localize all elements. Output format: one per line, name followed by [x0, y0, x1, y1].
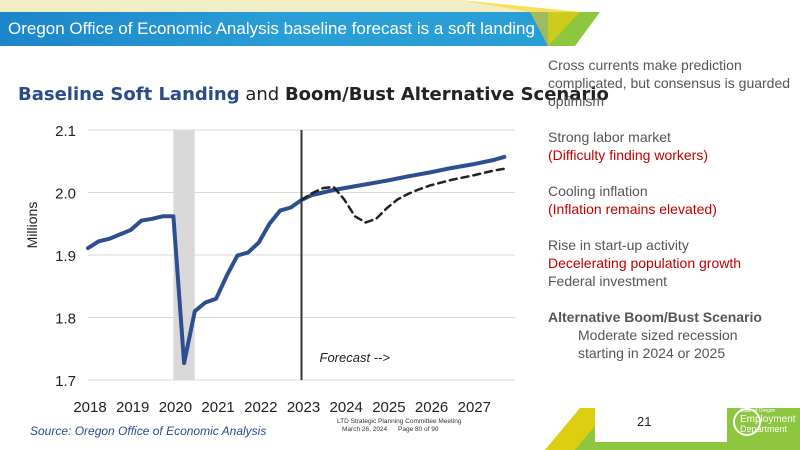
series-line-alternative [300, 167, 506, 224]
x-tick-label: 2025 [372, 399, 405, 416]
banner-decoration [0, 0, 600, 46]
y-tick-label: 2.1 [55, 123, 76, 140]
forecast-label: Forecast --> [320, 350, 391, 365]
y-tick-label: 1.9 [55, 248, 76, 265]
x-tick-label: 2020 [159, 399, 192, 416]
x-tick-label: 2024 [330, 399, 363, 416]
employment-chart: 1.7 1.8 1.9 2.0 2.1 2018 2019 2020 2021 2022 2023 2… [24, 123, 515, 416]
slide-title: Oregon Office of Economic Analysis basel… [8, 19, 535, 38]
notes-panel: Cross currents make prediction complicat… [548, 56, 793, 380]
x-tick-label: 2026 [415, 399, 448, 416]
logo-line1: State of Oregon [740, 408, 776, 414]
note-labor-main: Strong labor market [548, 129, 671, 145]
note-inflation: Cooling inflation (Inflation remains ele… [548, 182, 793, 218]
y-tick-label: 1.7 [55, 373, 76, 390]
source-note: Source: Oregon Office of Economic Analys… [30, 424, 267, 438]
note-startups: Rise in start-up activity Decelerating p… [548, 236, 793, 290]
x-tick-label: 2027 [458, 399, 491, 416]
x-tick-label: 2021 [201, 399, 234, 416]
title-banner [0, 12, 548, 46]
logo-line2: Employment [740, 414, 796, 425]
x-tick-label: 2019 [116, 399, 149, 416]
y-tick-label: 2.0 [55, 186, 76, 203]
note-alternative-line1: Moderate sized recession [578, 327, 738, 343]
heading-alternative: Boom/Bust Alternative Scenario [284, 84, 609, 105]
note-alternative: Alternative Boom/Bust Scenario Moderate … [548, 308, 793, 362]
note-alternative-title: Alternative Boom/Bust Scenario [548, 309, 762, 325]
series-line-baseline [86, 154, 507, 366]
x-tick-label: 2022 [244, 399, 277, 416]
note-alternative-line2: starting in 2024 or 2025 [578, 345, 726, 361]
note-startups-main: Rise in start-up activity [548, 237, 689, 253]
meeting-page: Page 80 of 90 [398, 426, 439, 433]
logo-line3: Department [740, 424, 788, 434]
note-inflation-caveat: (Inflation remains elevated) [548, 201, 717, 217]
employment-department-logo: State of Oregon Employment Department [740, 407, 796, 434]
heading-baseline: Baseline Soft Landing [18, 84, 240, 105]
meeting-date-page: March 26, 2024 Page 80 of 90 [337, 426, 462, 434]
y-tick-label: 1.8 [55, 311, 76, 328]
page-number: 21 [637, 414, 652, 429]
note-population: Decelerating population growth [548, 255, 742, 271]
y-axis-label: Millions [24, 202, 40, 249]
x-tick-label: 2023 [287, 399, 320, 416]
heading-and: and [239, 84, 285, 105]
meeting-title: LTD Strategic Planning Committee Meeting [337, 418, 462, 425]
note-federal: Federal investment [548, 273, 668, 289]
meeting-date: March 26, 2024 [342, 426, 388, 433]
note-labor: Strong labor market (Difficulty finding … [548, 128, 793, 164]
note-labor-caveat: (Difficulty finding workers) [548, 147, 709, 163]
meeting-footer: LTD Strategic Planning Committee Meeting… [337, 418, 462, 434]
note-consensus: Cross currents make prediction complicat… [548, 57, 791, 109]
x-tick-label: 2018 [73, 399, 106, 416]
note-inflation-main: Cooling inflation [548, 183, 648, 199]
footer-decoration [545, 408, 800, 450]
chart-heading: Baseline Soft Landing and Boom/Bust Alte… [18, 84, 609, 105]
